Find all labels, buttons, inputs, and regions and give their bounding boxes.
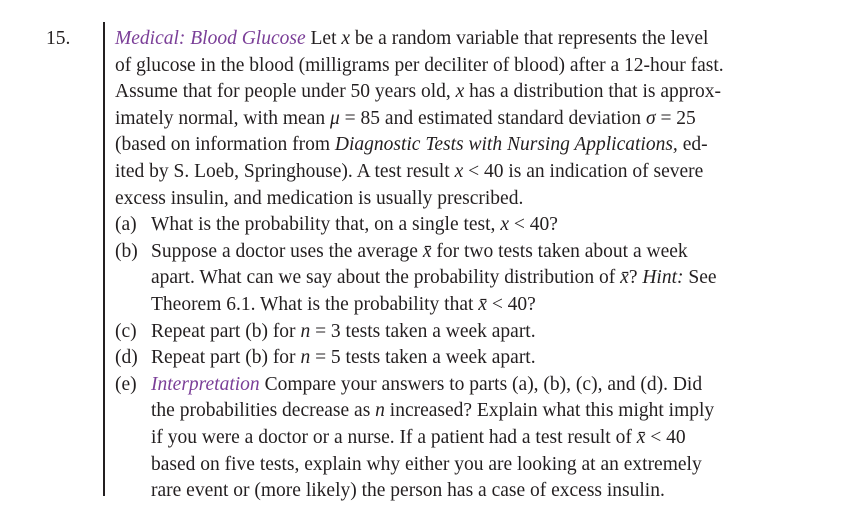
part-label: (d) bbox=[115, 347, 138, 369]
text: What is the probability that, on a singl… bbox=[151, 214, 501, 236]
part: (c) Repeat part (b) for n = 3 tests take… bbox=[115, 319, 724, 346]
part-line: based on five tests, explain why either … bbox=[151, 452, 724, 479]
variable: n bbox=[300, 320, 311, 342]
part-line: Repeat part (b) for n = 5 tests taken a … bbox=[151, 345, 724, 372]
part-line: apart. What can we say about the probabi… bbox=[151, 265, 724, 292]
text: ed- bbox=[677, 134, 708, 156]
variable: x bbox=[341, 28, 351, 49]
text: based on five tests, explain why either … bbox=[151, 453, 702, 475]
part: (d) Repeat part (b) for n = 5 tests take… bbox=[115, 345, 724, 372]
variable: x bbox=[455, 81, 465, 103]
vertical-rule bbox=[103, 22, 105, 496]
text: Assume that for people under 50 years ol… bbox=[115, 81, 456, 103]
variable: μ bbox=[330, 107, 340, 129]
variable: x̄ bbox=[422, 240, 432, 262]
intro-line: of glucose in the blood (milligrams per … bbox=[115, 53, 724, 80]
book-title: Diagnostic Tests with Nursing Applicatio… bbox=[334, 134, 678, 156]
part-line: the probabilities decrease as n increase… bbox=[151, 398, 724, 425]
intro-line: imately normal, with mean μ = 85 and est… bbox=[115, 106, 724, 133]
text: Compare your answers to parts (a), (b), … bbox=[259, 373, 703, 395]
intro-line: Medical: Blood Glucose Let x be a random… bbox=[115, 26, 724, 53]
part-line: rare event or (more likely) the person h… bbox=[151, 478, 724, 505]
part: (a) What is the probability that, on a s… bbox=[115, 212, 724, 239]
text: be a random variable that represents the… bbox=[350, 28, 709, 49]
text: See bbox=[683, 267, 717, 289]
intro-line: ited by S. Loeb, Springhouse). A test re… bbox=[115, 159, 724, 186]
problem-number: 15. bbox=[46, 28, 71, 49]
variable: n bbox=[300, 347, 311, 369]
part-title: Interpretation bbox=[151, 373, 260, 395]
intro-line: excess insulin, and medication is usuall… bbox=[115, 186, 724, 213]
part-label: (c) bbox=[115, 320, 137, 342]
text: = 85 and estimated standard deviation bbox=[339, 107, 646, 129]
part-label: (a) bbox=[115, 214, 137, 236]
part: (e) Interpretation Compare your answers … bbox=[115, 372, 724, 505]
variable: x̄ bbox=[620, 267, 629, 289]
problem-title: Medical: Blood Glucose bbox=[115, 28, 306, 49]
part: (b) Suppose a doctor uses the average x̄… bbox=[115, 239, 724, 319]
part-label: (e) bbox=[115, 373, 137, 395]
text: excess insulin, and medication is usuall… bbox=[115, 187, 524, 209]
hint: Hint: bbox=[642, 267, 684, 289]
text: if you were a doctor or a nurse. If a pa… bbox=[151, 426, 637, 448]
text: increased? Explain what this might imply bbox=[384, 400, 715, 422]
text: Repeat part (b) for bbox=[151, 320, 301, 342]
text: = 25 bbox=[655, 107, 696, 129]
part-line: Theorem 6.1. What is the probability tha… bbox=[151, 292, 724, 319]
part-label: (b) bbox=[115, 240, 138, 262]
text: for two tests taken about a week bbox=[431, 240, 688, 262]
part-line: if you were a doctor or a nurse. If a pa… bbox=[151, 425, 724, 452]
text: < 40? bbox=[486, 293, 536, 315]
text: = 5 tests taken a week apart. bbox=[310, 347, 536, 369]
text: < 40? bbox=[508, 214, 558, 236]
intro-line: Assume that for people under 50 years ol… bbox=[115, 79, 724, 106]
part-line: Repeat part (b) for n = 3 tests taken a … bbox=[151, 319, 724, 346]
text: < 40 bbox=[645, 426, 686, 448]
variable: n bbox=[375, 400, 385, 422]
text: ited by S. Loeb, Springhouse). A test re… bbox=[115, 160, 455, 182]
text: < 40 is an indication of severe bbox=[463, 160, 704, 182]
variable: x̄ bbox=[636, 426, 646, 448]
part-line: Interpretation Compare your answers to p… bbox=[151, 372, 724, 399]
text: Let bbox=[305, 28, 342, 49]
text: Suppose a doctor uses the average bbox=[151, 240, 423, 262]
variable: x̄ bbox=[478, 293, 487, 315]
part-line: Suppose a doctor uses the average x̄ for… bbox=[151, 239, 724, 266]
text: apart. What can we say about the probabi… bbox=[151, 267, 621, 289]
text: rare event or (more likely) the person h… bbox=[151, 480, 665, 502]
text: the probabilities decrease as bbox=[151, 400, 376, 422]
problem-body: Medical: Blood Glucose Let x be a random… bbox=[115, 26, 724, 505]
variable: σ bbox=[645, 107, 656, 129]
text: (based on information from bbox=[115, 134, 335, 156]
variable: x bbox=[500, 214, 509, 236]
text: ? bbox=[628, 267, 643, 289]
text: has a distribution that is approx- bbox=[464, 81, 721, 103]
part-line: What is the probability that, on a singl… bbox=[151, 212, 724, 239]
text: imately normal, with mean bbox=[115, 107, 330, 129]
text: Repeat part (b) for bbox=[151, 347, 301, 369]
variable: x bbox=[454, 160, 464, 182]
text: = 3 tests taken a week apart. bbox=[310, 320, 536, 342]
intro-line: (based on information from Diagnostic Te… bbox=[115, 132, 724, 159]
text: of glucose in the blood (milligrams per … bbox=[115, 54, 724, 76]
text: Theorem 6.1. What is the probability tha… bbox=[151, 293, 479, 315]
